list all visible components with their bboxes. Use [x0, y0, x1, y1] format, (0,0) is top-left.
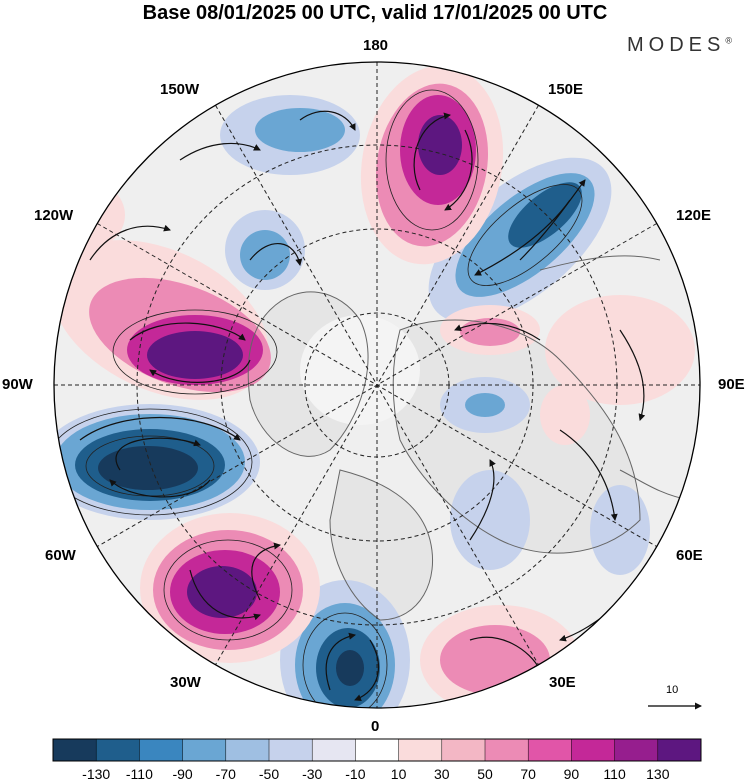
- modes-logo-text: MODES: [627, 34, 726, 56]
- coastline-4: [539, 255, 661, 271]
- negative-anomaly-contour: [98, 446, 198, 490]
- lon-label-180: 180: [363, 37, 389, 54]
- negative-anomaly-contour: [450, 470, 530, 570]
- colorbar-swatch: [441, 739, 486, 761]
- negative-anomaly-contour: [336, 650, 364, 686]
- colorbar-swatch: [182, 739, 227, 761]
- colorbar-swatch: [614, 739, 659, 761]
- map-title: Base 08/01/2025 00 UTC, valid 17/01/2025…: [142, 2, 608, 24]
- coastline-2: [392, 319, 641, 554]
- colorbar-swatch: [571, 739, 615, 761]
- colorbar: [52, 738, 702, 762]
- colorbar-label: -50: [258, 766, 280, 782]
- lon-label-120e: 120E: [676, 207, 712, 224]
- lon-label-150w: 150W: [160, 81, 200, 98]
- lon-label-90w: 90W: [2, 376, 33, 393]
- colorbar-outline: [52, 738, 702, 762]
- colorbar-swatch: [96, 739, 140, 761]
- positive-anomaly-contour: [545, 295, 695, 405]
- colorbar-swatch: [485, 739, 529, 761]
- anomaly-field: [54, 62, 700, 708]
- colorbar-label: 50: [477, 766, 493, 782]
- colorbar-label: 30: [434, 766, 450, 782]
- coastline-1: [247, 291, 369, 457]
- positive-anomaly-contour: [147, 331, 243, 379]
- negative-anomaly-contour: [465, 393, 505, 417]
- colorbar-swatch: [355, 739, 399, 761]
- colorbar-label: 10: [390, 766, 407, 782]
- colorbar-swatch: [225, 739, 270, 761]
- colorbar-label: 90: [563, 766, 580, 782]
- colorbar-label: -70: [215, 766, 236, 782]
- lon-label-0: 0: [371, 718, 380, 735]
- colorbar-swatch: [269, 739, 313, 761]
- colorbar-label: -90: [172, 766, 193, 782]
- colorbar-label: -110: [125, 766, 153, 782]
- positive-anomaly-contour: [540, 385, 590, 445]
- colorbar-label: 130: [646, 766, 670, 782]
- colorbar-label: -130: [82, 766, 111, 782]
- negative-anomaly-contour: [590, 485, 650, 575]
- positive-anomaly-contour: [460, 318, 520, 346]
- colorbar-label: 110: [603, 766, 626, 782]
- colorbar-swatch: [528, 739, 572, 761]
- landmass-2: [393, 320, 640, 554]
- colorbar-swatch: [139, 739, 183, 761]
- colorbar-swatch: [312, 739, 356, 761]
- lon-label-60w: 60W: [45, 547, 76, 564]
- registered-mark: ®: [725, 35, 732, 46]
- lon-label-30w: 30W: [170, 674, 201, 691]
- positive-anomaly-contour: [418, 115, 462, 175]
- lon-label-60e: 60E: [676, 547, 703, 564]
- lon-label-150e: 150E: [548, 81, 584, 98]
- lon-label-90e: 90E: [718, 376, 745, 393]
- colorbar-swatch: [398, 739, 443, 761]
- lon-label-120w: 120W: [34, 207, 74, 224]
- negative-anomaly-contour: [240, 230, 290, 280]
- coastline-3: [329, 469, 434, 621]
- colorbar-label: 70: [520, 766, 536, 782]
- reference-vector-label: 10: [666, 684, 679, 696]
- colorbar-label: -10: [345, 766, 366, 782]
- colorbar-swatch: [53, 739, 97, 761]
- positive-anomaly-contour: [187, 566, 257, 618]
- colorbar-label: -30: [302, 766, 323, 782]
- negative-anomaly-contour: [508, 182, 582, 248]
- colorbar-swatch: [657, 739, 702, 761]
- negative-anomaly-contour: [255, 108, 345, 152]
- lon-label-30e: 30E: [549, 674, 576, 691]
- modes-logo: MODES®: [627, 34, 732, 57]
